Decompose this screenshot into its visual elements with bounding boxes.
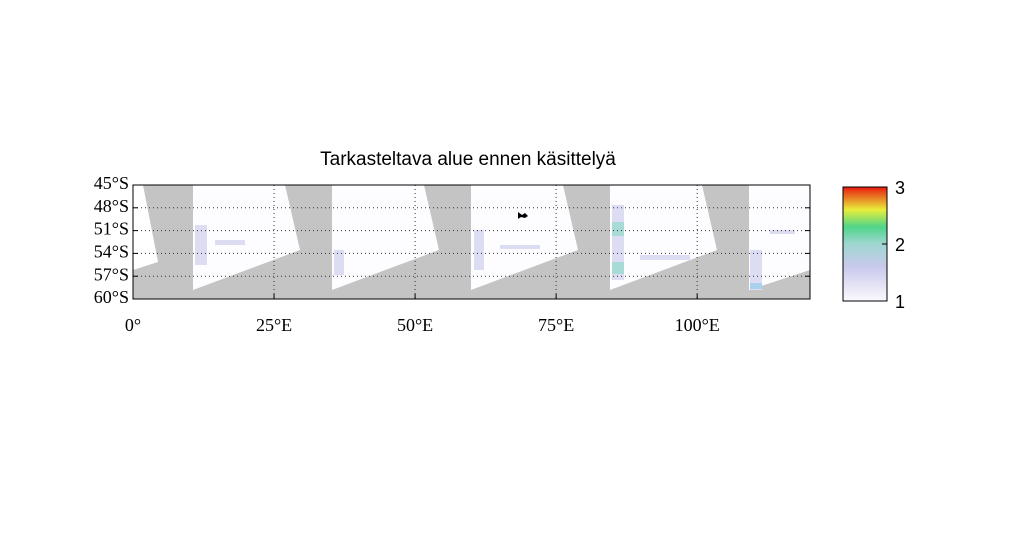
y-tick-label: 57°S <box>94 264 129 284</box>
x-tick-label: 25°E <box>256 315 292 335</box>
x-tick-label: 75°E <box>538 315 574 335</box>
map-frame <box>132 184 811 300</box>
colorbar-tick-label: 3 <box>895 178 905 198</box>
data-pixel <box>612 262 624 274</box>
data-pixel <box>750 283 762 289</box>
colorbar-tick-label: 2 <box>895 235 905 255</box>
y-tick-label: 48°S <box>94 196 129 216</box>
x-tick-label: 0° <box>125 315 141 335</box>
swath <box>133 185 158 270</box>
swath <box>471 185 578 290</box>
x-tick-label: 50°E <box>397 315 433 335</box>
chart-title: Tarkasteltava alue ennen käsittelyä <box>320 149 616 170</box>
y-tick-label: 54°S <box>94 242 129 262</box>
y-tick-label: 45°S <box>94 173 129 193</box>
map <box>133 185 810 299</box>
swath <box>749 185 810 290</box>
data-pixel <box>612 222 624 236</box>
swath <box>332 185 439 290</box>
x-tick-label: 100°E <box>675 315 720 335</box>
colorbar <box>842 186 888 302</box>
y-tick-label: 60°S <box>94 287 129 307</box>
swath <box>193 185 300 290</box>
island <box>518 212 528 219</box>
colorbar-tick-label: 1 <box>895 292 905 312</box>
y-tick-label: 51°S <box>94 219 129 239</box>
swath <box>610 185 717 290</box>
